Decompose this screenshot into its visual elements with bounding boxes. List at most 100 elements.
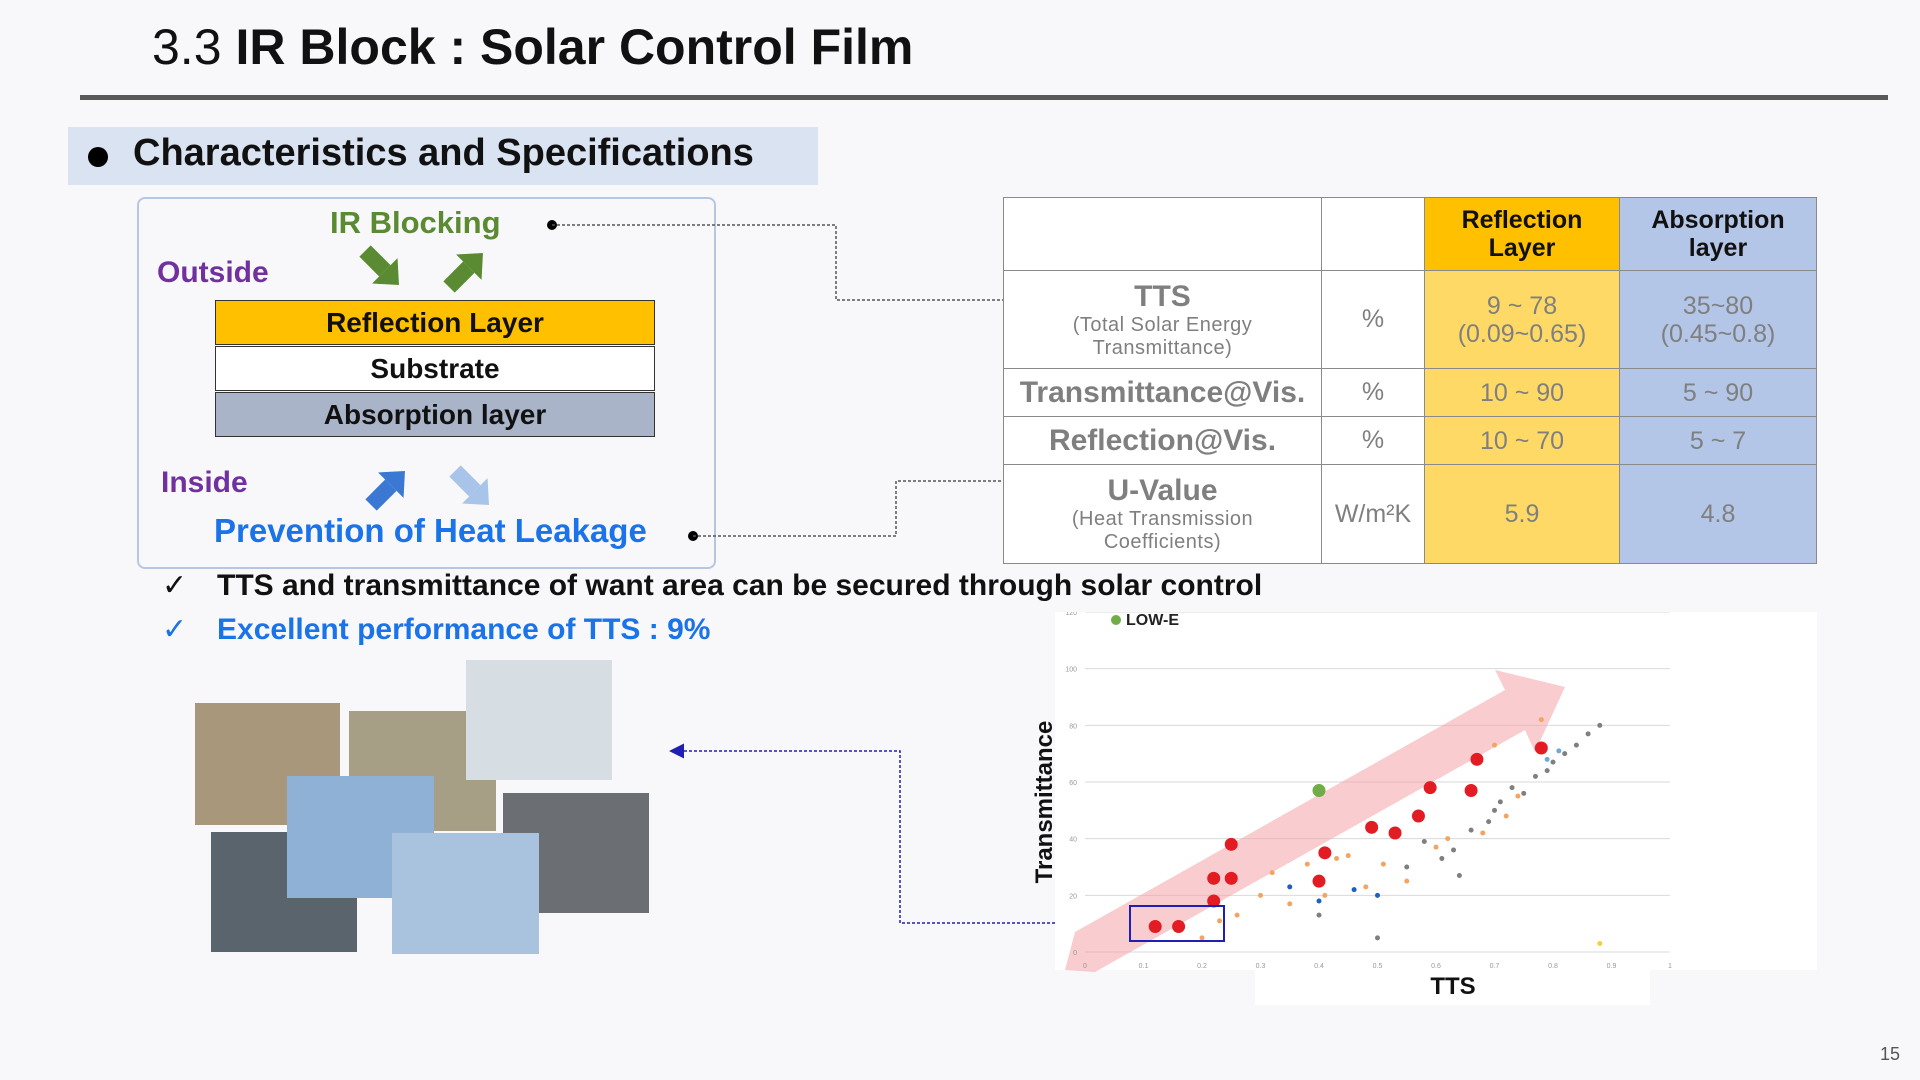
legend-marker	[1111, 615, 1121, 625]
data-point-dw	[1318, 846, 1332, 860]
data-point-a社	[1375, 892, 1380, 898]
data-point-c社	[1375, 935, 1380, 941]
data-point-b社	[1199, 935, 1205, 941]
table-row: Transmittance@Vis. % 10 ~ 90 5 ~ 90	[1003, 368, 1817, 417]
chart-xlabel-background	[1255, 970, 1650, 1005]
x-tick-label: 0.9	[1607, 963, 1617, 970]
x-tick-label: 0.1	[1139, 963, 1149, 970]
data-point-b社	[1433, 844, 1439, 850]
data-point-dw	[1411, 809, 1425, 823]
data-point-c社	[1468, 827, 1474, 833]
data-point-dw	[1148, 920, 1162, 933]
highlight-box	[1129, 905, 1225, 942]
data-point-dw	[1534, 741, 1548, 755]
table-row: U-Value (Heat Transmission Coefficients)…	[1003, 464, 1817, 564]
param-name: TTS	[1134, 279, 1191, 313]
reflection-value: 10 ~ 90	[1424, 368, 1620, 417]
bullet-text: TTS and transmittance of want area can b…	[217, 569, 1263, 602]
data-point-dw	[1172, 920, 1186, 933]
param-name: Transmittance@Vis.	[1019, 375, 1306, 409]
absorption-value: 5 ~ 90	[1619, 368, 1817, 417]
data-point-b社	[1304, 861, 1310, 867]
data-point-glass-a社	[1597, 941, 1603, 946]
data-point-dw	[1388, 826, 1402, 840]
data-point-glass-b社	[1544, 756, 1550, 762]
data-point-b社	[1234, 912, 1240, 918]
section-header: Characteristics and Specifications	[68, 127, 818, 185]
header-blank-param	[1003, 197, 1322, 271]
data-point-dw	[1470, 752, 1484, 766]
reflection-value: 5.9	[1424, 464, 1620, 564]
data-point-dw	[1312, 874, 1326, 888]
data-point-c社	[1532, 773, 1538, 779]
film-swatch	[466, 660, 612, 780]
data-point-c社	[1509, 785, 1515, 791]
spec-table: Reflection Layer Absorption layer TTS (T…	[1003, 197, 1817, 564]
check-icon: ✓	[162, 613, 188, 646]
data-point-dw	[1423, 781, 1437, 795]
chart-ylabel: Transmittance	[1031, 721, 1058, 884]
substrate-layer: Substrate	[215, 346, 655, 391]
data-point-a社	[1316, 898, 1322, 904]
x-tick-label: 0.8	[1548, 963, 1558, 970]
data-point-dw	[1207, 894, 1221, 908]
absorption-value: 5 ~ 7	[1619, 416, 1817, 465]
data-point-b社	[1492, 742, 1497, 748]
legend-label: LOW-E	[1126, 612, 1179, 629]
page-number: 15	[1880, 1044, 1901, 1064]
data-point-c社	[1456, 873, 1462, 878]
data-point-c社	[1585, 731, 1591, 737]
unit-cell: W/m²K	[1321, 464, 1425, 564]
data-point-b社	[1258, 892, 1263, 898]
check-icon: ✓	[162, 569, 188, 602]
table-row: Reflection@Vis. % 10 ~ 70 5 ~ 7	[1003, 416, 1817, 465]
heat-out-arrow-icon	[365, 471, 405, 511]
trend-arrow	[1065, 670, 1565, 972]
bullet-tts-performance: ✓ Excellent performance of TTS : 9%	[162, 612, 710, 647]
x-tick-label: 1	[1668, 963, 1672, 970]
data-point-b社	[1363, 884, 1369, 890]
y-tick-label: 80	[1069, 723, 1077, 730]
chart-xlabel: TTS	[1430, 973, 1475, 1000]
section-title: Characteristics and Specifications	[133, 132, 754, 174]
prevention-label: Prevention of Heat Leakage	[214, 512, 647, 549]
header-reflection: Reflection Layer	[1424, 197, 1620, 271]
x-tick-label: 0.6	[1431, 963, 1441, 970]
data-point-dw	[1224, 837, 1238, 851]
y-tick-label: 0	[1073, 950, 1077, 957]
data-point-dw	[1224, 871, 1238, 885]
data-point-b社	[1515, 793, 1521, 799]
data-point-b社	[1322, 892, 1328, 898]
data-point-b社	[1404, 878, 1410, 884]
data-point-a社	[1287, 884, 1293, 890]
title-divider	[80, 95, 1888, 100]
param-cell: TTS (Total Solar Energy Transmittance)	[1003, 270, 1322, 369]
section-number: 3.3	[152, 19, 222, 75]
data-point-b社	[1217, 918, 1223, 924]
y-tick-label: 60	[1069, 780, 1077, 787]
data-point-c社	[1421, 839, 1427, 844]
tts-connector	[547, 220, 1118, 308]
data-point-c社	[1562, 751, 1568, 757]
data-point-c社	[1404, 864, 1410, 870]
data-point-c社	[1316, 912, 1322, 918]
data-point-b社	[1287, 901, 1293, 907]
data-point-b社	[1345, 853, 1351, 859]
param-cell: Reflection@Vis.	[1003, 416, 1322, 465]
data-point-a社	[1351, 887, 1357, 893]
unit-cell: %	[1321, 270, 1425, 369]
tts-scatter-chart: 0 20 40 60 80 100 120 0 0.1 0.2 0.3 0.4 0.5 0.6 0.7 0.8…	[1031, 612, 1672, 1000]
outside-label: Outside	[157, 256, 269, 289]
data-point-b社	[1269, 870, 1275, 876]
slide-title: 3.3 IR Block : Solar Control Film	[152, 18, 913, 76]
absorption-value: 4.8	[1619, 464, 1817, 564]
param-name: U-Value	[1107, 474, 1218, 507]
param-desc: (Total Solar Energy Transmittance)	[1072, 313, 1253, 359]
heat-leak-arrow-icon	[449, 465, 489, 505]
data-point-dw	[1207, 871, 1221, 885]
reflection-layer: Reflection Layer	[215, 300, 655, 345]
ir-out-arrow-icon	[443, 253, 483, 293]
x-tick-label: 0	[1083, 963, 1087, 970]
y-tick-label: 100	[1065, 667, 1077, 674]
data-point-glass-b社	[1556, 748, 1562, 754]
